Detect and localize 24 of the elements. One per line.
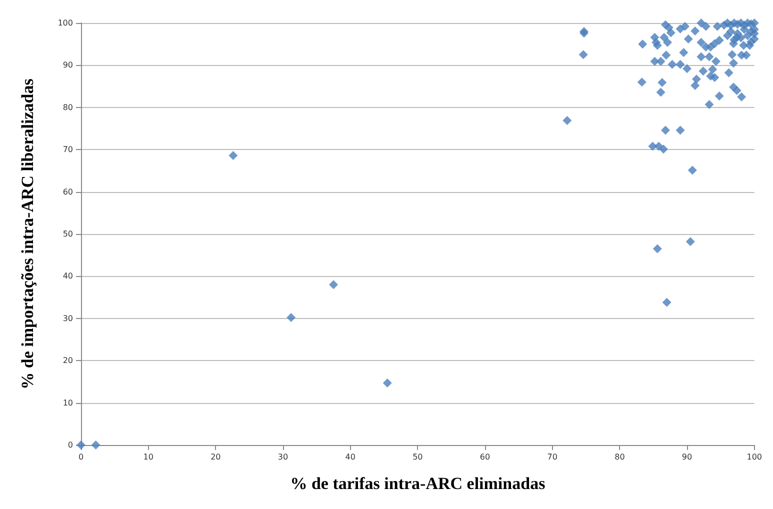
x-tick-label: 10 <box>143 452 154 462</box>
y-tick-label: 100 <box>58 18 73 28</box>
x-tick-label: 80 <box>614 452 625 462</box>
y-tick-label: 40 <box>62 272 73 281</box>
x-tick-label: 0 <box>78 452 84 462</box>
x-tick-label: 70 <box>547 452 558 462</box>
x-tick-label: 100 <box>746 452 762 462</box>
y-tick-label: 60 <box>62 187 73 196</box>
y-tick-label: 10 <box>62 398 73 408</box>
x-tick-label: 60 <box>480 452 490 462</box>
y-tick-label: 80 <box>62 102 73 112</box>
y-tick-label: 20 <box>62 356 73 366</box>
x-tick-label: 20 <box>210 452 221 462</box>
y-tick-label: 70 <box>62 145 73 154</box>
x-tick-label: 50 <box>412 452 423 462</box>
x-tick-label: 30 <box>278 452 288 462</box>
y-tick-label: 0 <box>68 440 73 450</box>
x-axis-title: % de tarifas intra-ARC eliminadas <box>290 474 546 493</box>
x-tick-label: 40 <box>345 452 356 462</box>
y-axis-title: % de importações intra-ARC liberalizadas <box>18 78 37 390</box>
y-tick-label: 50 <box>62 230 73 238</box>
y-tick-label: 30 <box>62 314 73 323</box>
x-tick-label: 90 <box>682 452 692 462</box>
y-tick-label: 90 <box>62 60 73 70</box>
